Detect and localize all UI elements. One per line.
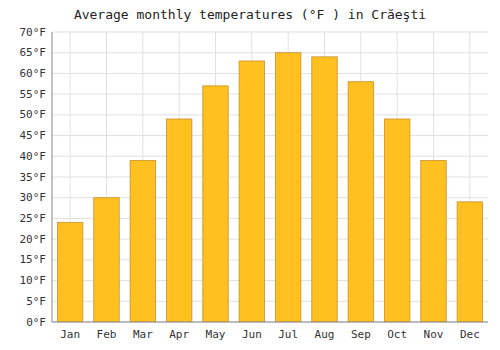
x-tick-label: Apr	[169, 328, 189, 341]
grid	[52, 32, 488, 322]
y-tick-label: 65°F	[20, 46, 47, 59]
bar	[130, 160, 155, 322]
y-tick-label: 10°F	[20, 274, 47, 287]
y-tick-label: 30°F	[20, 191, 47, 204]
y-grid-line	[52, 73, 488, 74]
x-tick-label: Jan	[60, 328, 80, 341]
chart-container: 0°F 5°F 10°F 15°F 20°F 25°F 30°F 35°F 40°F 45°F 50…	[0, 0, 500, 350]
x-tick-label: Feb	[97, 328, 117, 341]
bar	[94, 198, 119, 322]
x-tick-label: Oct	[387, 328, 407, 341]
axes: 0°F 5°F 10°F 15°F 20°F 25°F 30°F 35°F 40°F 45°F 50…	[20, 26, 489, 342]
bar	[203, 86, 228, 322]
bar	[348, 82, 373, 322]
x-axis-line	[52, 322, 488, 323]
x-tick-label: Dec	[460, 328, 480, 341]
bar	[239, 61, 264, 322]
y-tick-label: 60°F	[20, 67, 47, 80]
bar	[312, 57, 337, 322]
y-grid-line	[52, 114, 488, 115]
y-tick-label: 5°F	[26, 295, 46, 308]
y-axis-line	[52, 32, 53, 322]
x-tick-label: Nov	[424, 328, 444, 341]
y-tick-label: 40°F	[20, 150, 47, 163]
y-grid-line	[52, 322, 488, 323]
bar	[421, 160, 446, 322]
x-tick-label: Mar	[133, 328, 153, 341]
y-tick-label: 15°F	[20, 253, 47, 266]
chart: 0°F 5°F 10°F 15°F 20°F 25°F 30°F 35°F 40°F 45°F 50…	[0, 0, 500, 350]
bar	[384, 119, 409, 322]
bars	[57, 53, 482, 322]
y-grid-line	[52, 94, 488, 95]
y-tick-label: 25°F	[20, 212, 47, 225]
y-tick-label: 55°F	[20, 88, 47, 101]
y-grid-line	[52, 156, 488, 157]
x-tick-label: Jul	[278, 328, 298, 341]
bar	[166, 119, 191, 322]
y-tick-label: 20°F	[20, 233, 47, 246]
bar	[275, 53, 300, 322]
y-tick-label: 45°F	[20, 129, 47, 142]
x-tick-label: May	[206, 328, 226, 341]
title: Average monthly temperatures (°F ) in Cr…	[74, 7, 426, 22]
y-tick-label: 70°F	[20, 26, 47, 39]
y-tick-label: 50°F	[20, 108, 47, 121]
bar	[457, 202, 482, 322]
x-tick-label: Sep	[351, 328, 371, 341]
y-tick-label: 35°F	[20, 171, 47, 184]
y-grid-line	[52, 135, 488, 136]
x-tick-label: Aug	[315, 328, 335, 341]
y-grid-line	[52, 32, 488, 33]
x-tick-label: Jun	[242, 328, 262, 341]
y-grid-line	[52, 52, 488, 53]
bar	[57, 223, 82, 322]
y-tick-label: 0°F	[26, 316, 46, 329]
